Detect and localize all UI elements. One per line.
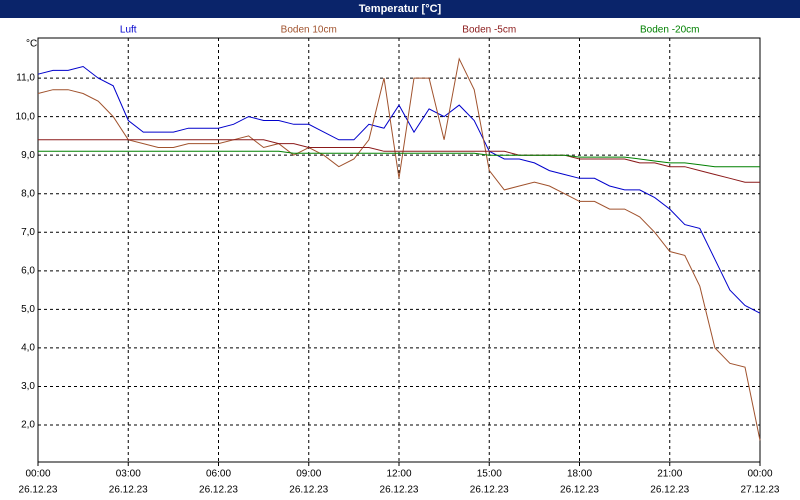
- y-tick-label: 10,0: [16, 111, 36, 122]
- legend-entry: Luft: [120, 25, 137, 36]
- x-tick-label: 15:00: [477, 469, 502, 480]
- x-tick-label: 03:00: [116, 469, 141, 480]
- legend-entry: Boden -5cm: [462, 25, 516, 36]
- series-line: [38, 150, 760, 168]
- x-tick-label: 06:00: [206, 469, 231, 480]
- y-unit-label: °C: [26, 39, 37, 50]
- y-tick-label: 11,0: [16, 73, 35, 84]
- x-tick-date: 26.12.23: [19, 485, 58, 496]
- x-tick-label: 00:00: [747, 469, 772, 480]
- x-tick-label: 18:00: [567, 469, 592, 480]
- y-tick-label: 7,0: [21, 227, 35, 238]
- x-tick-label: 12:00: [386, 469, 411, 480]
- series-line: [37, 65, 761, 314]
- x-tick-date: 27.12.23: [741, 485, 780, 496]
- x-tick-date: 26.12.23: [109, 485, 148, 496]
- y-tick-label: 6,0: [21, 265, 35, 276]
- series-line: [37, 57, 761, 441]
- y-tick-label: 9,0: [21, 150, 35, 161]
- y-tick-label: 2,0: [21, 420, 35, 431]
- x-tick-label: 21:00: [657, 469, 682, 480]
- x-tick-date: 26.12.23: [199, 485, 238, 496]
- x-tick-date: 26.12.23: [380, 485, 419, 496]
- chart-title: Temperatur [°C]: [0, 0, 800, 18]
- x-tick-date: 26.12.23: [289, 485, 328, 496]
- chart: °C 2,0 3,0 4,0 5,0 6,0 7,0 8,0 9,0 10,0 11,0 00:00…: [16, 25, 780, 496]
- legend-entry: Boden -20cm: [640, 25, 699, 36]
- series-line: [38, 139, 760, 183]
- y-tick-label: 3,0: [21, 381, 35, 392]
- x-tick-label: 00:00: [25, 469, 50, 480]
- x-tick-label: 09:00: [296, 469, 321, 480]
- x-tick-date: 26.12.23: [470, 485, 509, 496]
- y-tick-label: 4,0: [21, 343, 35, 354]
- x-tick-date: 26.12.23: [650, 485, 689, 496]
- legend-entry: Boden 10cm: [281, 25, 337, 36]
- y-tick-label: 8,0: [21, 188, 35, 199]
- y-tick-label: 5,0: [21, 304, 35, 315]
- x-tick-date: 26.12.23: [560, 485, 599, 496]
